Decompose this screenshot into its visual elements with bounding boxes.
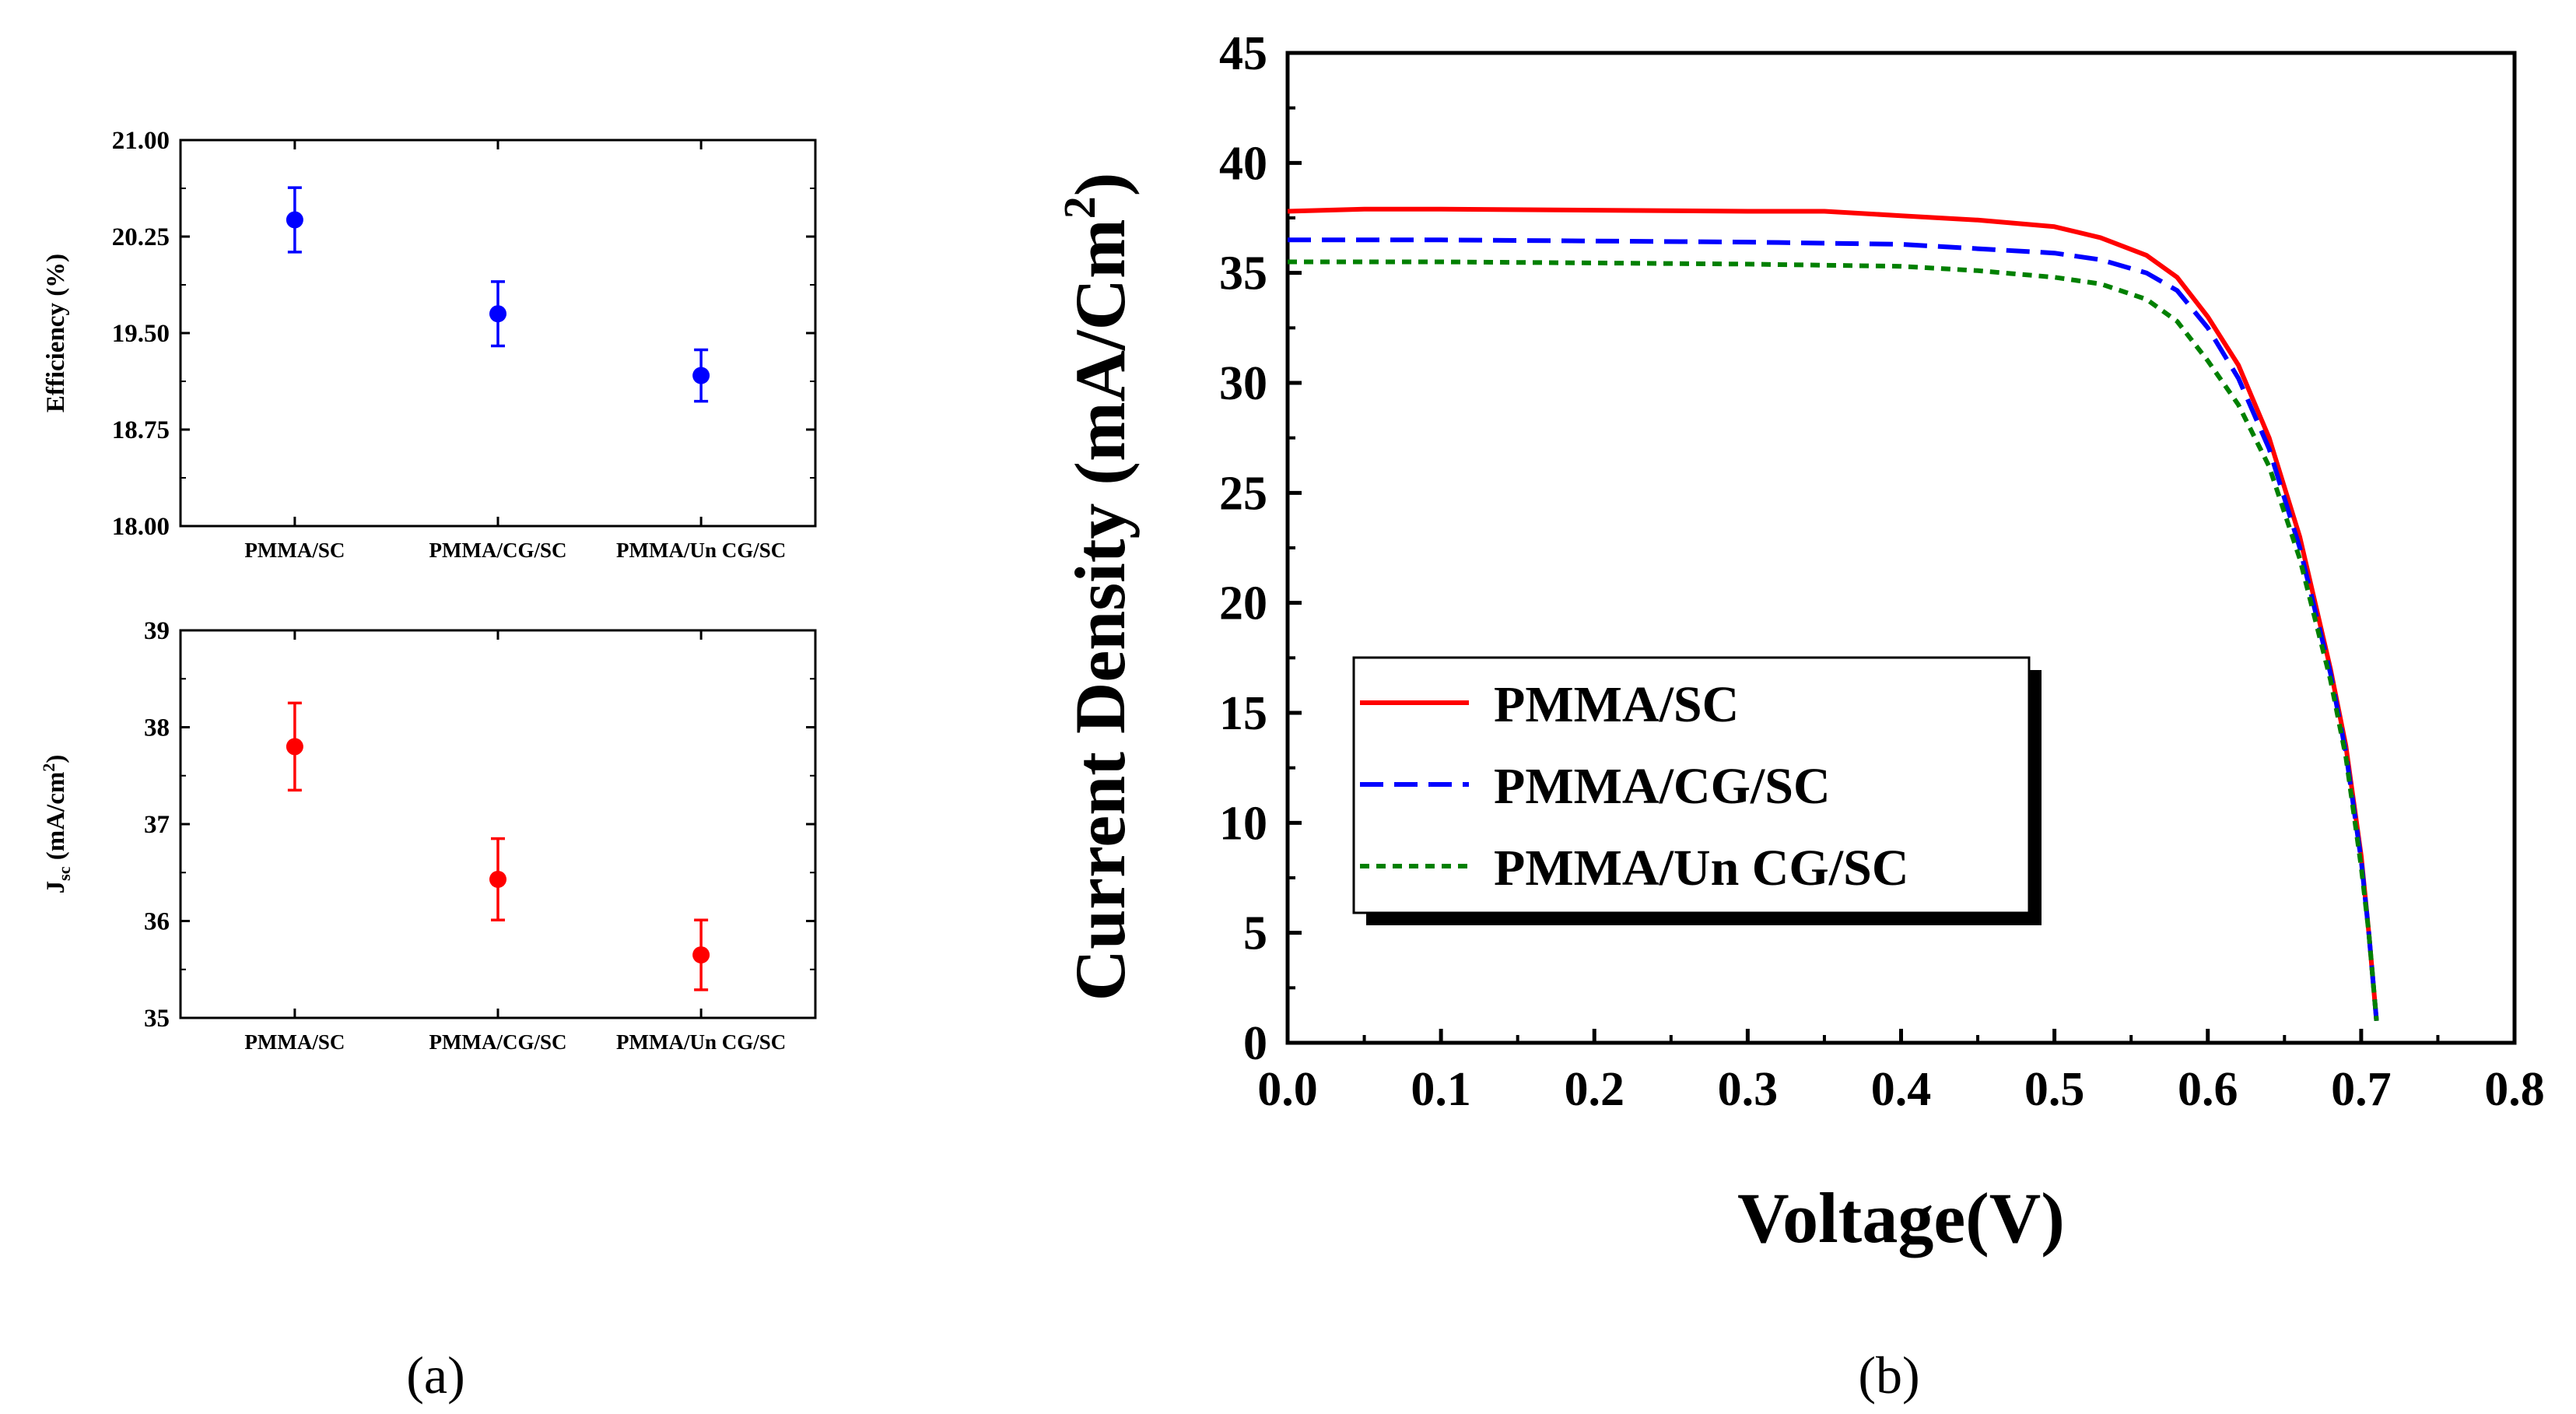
y-tick-label: 20 bbox=[1219, 577, 1267, 630]
data-point bbox=[489, 305, 506, 323]
x-tick-label: 0.8 bbox=[2484, 1063, 2545, 1116]
plot-frame bbox=[179, 629, 817, 1019]
x-tick-label: 0.2 bbox=[1565, 1063, 1625, 1116]
y-tick-label: 45 bbox=[1219, 27, 1267, 80]
y-axis-label: Jsc (mA/cm2) bbox=[39, 755, 74, 894]
y-tick-label: 30 bbox=[1219, 357, 1267, 410]
data-point bbox=[489, 870, 506, 888]
series-line-2 bbox=[1288, 259, 2379, 1021]
data-point bbox=[286, 738, 303, 756]
category-label: PMMA/Un CG/SC bbox=[616, 1030, 786, 1054]
y-tick-label: 21.00 bbox=[112, 127, 170, 155]
legend-label-2: PMMA/Un CG/SC bbox=[1494, 840, 1908, 896]
y-tick-label: 36 bbox=[144, 908, 170, 936]
x-tick-label: 0.7 bbox=[2331, 1063, 2392, 1116]
y-tick-label: 39 bbox=[144, 617, 170, 645]
x-axis-label: Voltage(V) bbox=[1737, 1178, 2065, 1258]
x-tick-label: 0.4 bbox=[1871, 1063, 1932, 1116]
panel-label-a: (a) bbox=[406, 1346, 464, 1405]
x-tick-label: 0.3 bbox=[1718, 1063, 1779, 1116]
efficiency-chart: 18.00 18.75 19.50 20.25 21.00 PMMA/SC PMMA/CG/… bbox=[42, 127, 817, 562]
y-tick-label: 0 bbox=[1243, 1017, 1267, 1070]
legend-label-0: PMMA/SC bbox=[1494, 676, 1739, 733]
y-axis-label: Efficiency (%) bbox=[42, 254, 70, 412]
y-tick-label: 37 bbox=[144, 811, 170, 839]
y-tick-label: 38 bbox=[144, 714, 170, 742]
x-tick-label: 0.5 bbox=[2024, 1063, 2085, 1116]
panel-label-b: (b) bbox=[1858, 1346, 1919, 1405]
series-line-1 bbox=[1288, 237, 2379, 1021]
y-tick-label: 35 bbox=[1219, 247, 1267, 300]
category-label: PMMA/SC bbox=[244, 539, 345, 562]
y-tick-label: 5 bbox=[1243, 907, 1267, 960]
y-tick-label: 18.00 bbox=[112, 513, 170, 541]
category-label: PMMA/Un CG/SC bbox=[616, 539, 786, 562]
y-tick-label: 20.25 bbox=[112, 223, 170, 251]
y-tick-label: 10 bbox=[1219, 797, 1267, 850]
x-tick-label: 0.1 bbox=[1411, 1063, 1471, 1116]
y-tick-label: 25 bbox=[1219, 467, 1267, 520]
y-tick-label: 40 bbox=[1219, 137, 1267, 190]
y-tick-label: 35 bbox=[144, 1005, 170, 1033]
category-label: PMMA/CG/SC bbox=[429, 539, 567, 562]
x-tick-label: 0.6 bbox=[2178, 1063, 2238, 1116]
data-point bbox=[692, 946, 710, 964]
data-point bbox=[692, 367, 710, 384]
y-tick-label: 15 bbox=[1219, 687, 1267, 740]
y-tick-label: 18.75 bbox=[112, 416, 170, 444]
legend-label-1: PMMA/CG/SC bbox=[1494, 758, 1831, 815]
series-line-0 bbox=[1287, 206, 2379, 1021]
y-axis-label: Current Density (mA/Cm2) bbox=[1054, 173, 1140, 1002]
category-label: PMMA/CG/SC bbox=[429, 1030, 567, 1054]
jsc-chart: 35 36 37 38 39 PMMA/SC PMMA/CG/SC PMMA/Un CG/SC… bbox=[39, 617, 817, 1054]
data-point bbox=[286, 211, 303, 229]
jv-chart: 0 5 10 15 20 25 30 35 40 45 0.0 0.1 0.2 0.3 0.4 0.5 0.6 0… bbox=[1054, 27, 2545, 1258]
category-label: PMMA/SC bbox=[244, 1030, 345, 1054]
x-tick-label: 0.0 bbox=[1257, 1063, 1318, 1116]
y-tick-label: 19.50 bbox=[112, 320, 170, 348]
